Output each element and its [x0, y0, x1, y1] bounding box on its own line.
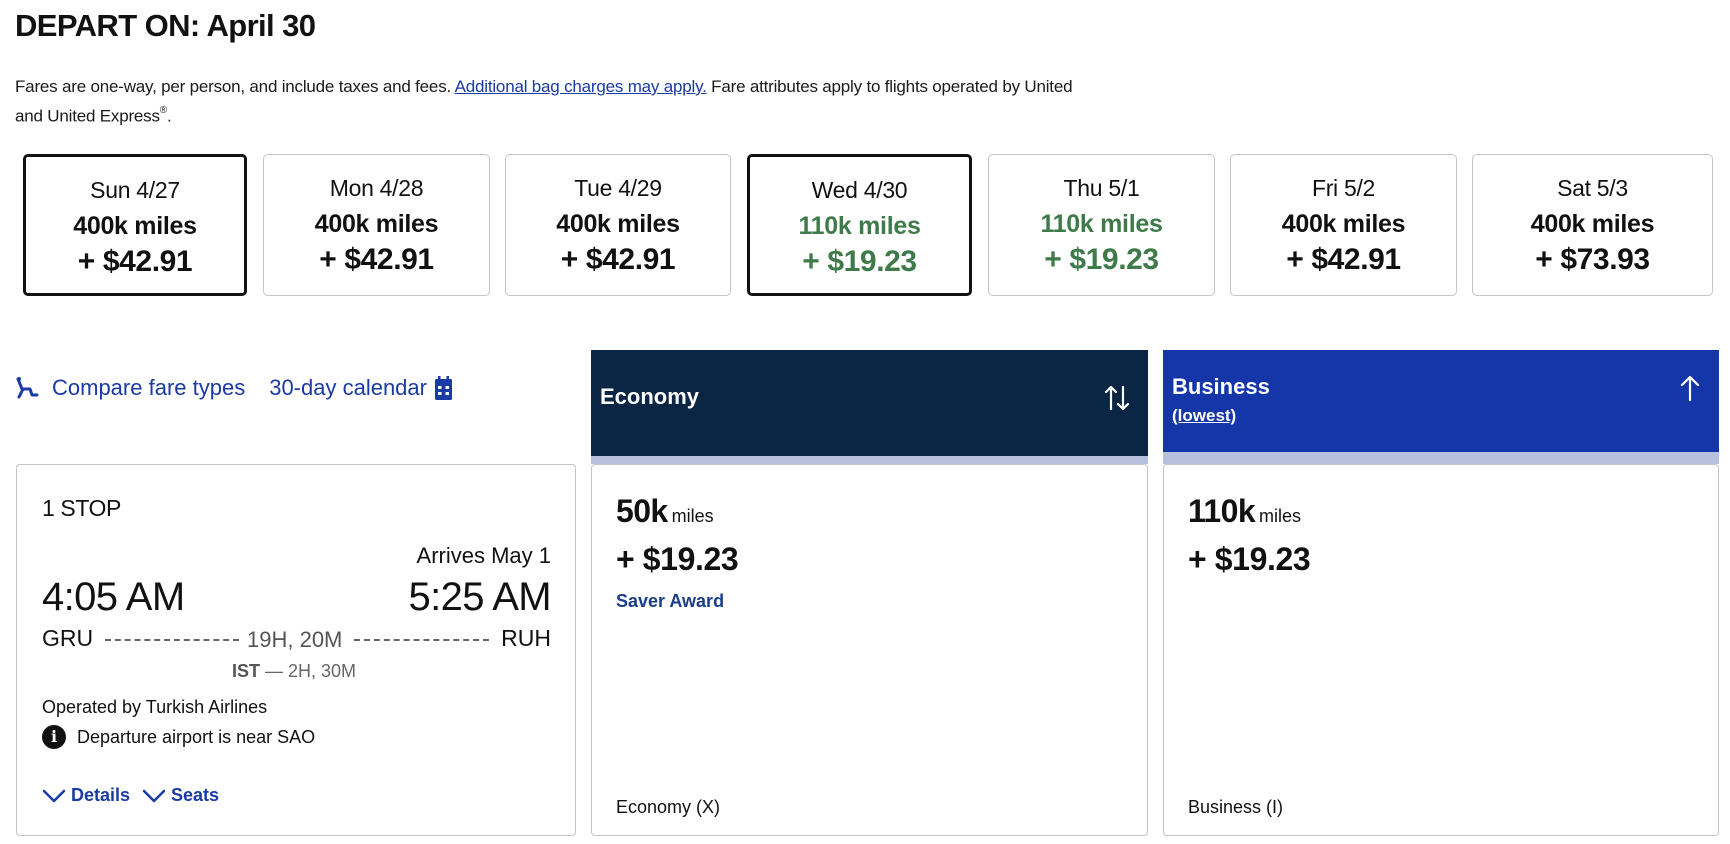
date-label: Fri 5/2 — [1311, 175, 1376, 201]
flight-duration: 19H, 20M — [247, 627, 343, 652]
miles-unit: miles — [1259, 506, 1302, 526]
date-card-sun-4-27[interactable]: Sun 4/27 400k miles + $42.91 — [23, 154, 247, 296]
layover-info: IST — 2H, 30M — [232, 661, 356, 682]
operator-info: Operated by Turkish Airlines — [42, 697, 268, 717]
date-label: Thu 5/1 — [1063, 175, 1140, 201]
destination-airport: RUH — [501, 625, 551, 651]
sort-icon — [1104, 384, 1130, 417]
date-card-thu-5-1[interactable]: Thu 5/1 110k miles + $19.23 — [988, 154, 1215, 296]
date-card-tue-4-29[interactable]: Tue 4/29 400k miles + $42.91 — [505, 154, 731, 296]
disclaimer-text-2: Fare attributes apply to flights operate… — [15, 77, 1073, 126]
info-icon: i — [42, 725, 66, 749]
arrow-up-icon — [1679, 374, 1701, 407]
business-miles-value: 110k — [1188, 493, 1256, 529]
date-miles: 400k miles — [1530, 210, 1655, 238]
fare-disclaimer: Fares are one-way, per person, and inclu… — [15, 74, 1095, 130]
details-label: Details — [71, 785, 131, 805]
calendar-label: 30-day calendar — [269, 375, 427, 400]
date-price: + $42.91 — [1286, 243, 1401, 276]
date-card-fri-5-2[interactable]: Fri 5/2 400k miles + $42.91 — [1230, 154, 1457, 296]
compare-label: Compare fare types — [52, 375, 246, 400]
date-card-sat-5-3[interactable]: Sat 5/3 400k miles + $73.93 — [1472, 154, 1713, 296]
miles-unit: miles — [671, 506, 714, 526]
fare-tools: Compare fare types 30-day calendar — [15, 370, 452, 406]
date-price: + $19.23 — [1044, 243, 1159, 276]
date-miles: 400k miles — [73, 212, 197, 240]
seats-toggle[interactable]: Seats — [142, 785, 219, 806]
date-label: Wed 4/30 — [811, 177, 908, 203]
business-fare-card[interactable]: 110k miles + $19.23 Business (I) — [1163, 464, 1719, 836]
airport-notice-text: Departure airport is near SAO — [77, 726, 316, 747]
economy-fare-card[interactable]: 50k miles + $19.23 Saver Award Economy (X… — [591, 464, 1148, 836]
date-label: Sat 5/3 — [1557, 175, 1628, 201]
date-miles: 110k miles — [798, 212, 921, 240]
chevron-down-icon — [42, 789, 66, 802]
business-price: + $19.23 — [1188, 541, 1311, 577]
route-line-left — [105, 639, 239, 641]
economy-miles: 50k miles — [616, 493, 714, 530]
date-miles: 400k miles — [1281, 210, 1406, 238]
date-card-wed-4-30[interactable]: Wed 4/30 110k miles + $19.23 — [747, 154, 972, 296]
economy-header-strip — [591, 456, 1148, 464]
date-price: + $42.91 — [319, 243, 434, 276]
date-selector: Sun 4/27 400k miles + $42.91 Mon 4/28 40… — [23, 154, 1713, 296]
registered-mark: ® — [159, 105, 167, 116]
date-price: + $42.91 — [77, 245, 193, 278]
arrival-date: Arrives May 1 — [416, 543, 551, 568]
business-miles: 110k miles — [1188, 493, 1301, 530]
economy-miles-value: 50k — [616, 493, 668, 529]
details-toggle[interactable]: Details — [42, 785, 130, 806]
flight-actions: Details Seats — [42, 785, 219, 806]
seats-label: Seats — [171, 785, 220, 805]
seat-icon — [15, 376, 41, 400]
airport-notice: i Departure airport is near SAO — [42, 725, 315, 749]
economy-column-header[interactable]: Economy — [591, 350, 1148, 464]
date-label: Mon 4/28 — [329, 175, 424, 201]
compare-fare-types-link[interactable]: Compare fare types — [15, 375, 245, 401]
page-title: DEPART ON: April 30 — [15, 8, 316, 43]
date-price: + $19.23 — [802, 245, 917, 278]
date-label: Sun 4/27 — [90, 177, 180, 203]
route-line-right — [354, 639, 489, 641]
business-fare-class: Business (I) — [1188, 797, 1284, 817]
date-miles: 400k miles — [556, 210, 680, 238]
bag-charges-link[interactable]: Additional bag charges may apply. — [454, 77, 707, 96]
business-header-label: Business — [1172, 374, 1270, 399]
departure-time: 4:05 AM — [42, 575, 185, 619]
date-miles: 110k miles — [1040, 210, 1163, 238]
date-card-mon-4-28[interactable]: Mon 4/28 400k miles + $42.91 — [263, 154, 490, 296]
calendar-30-day-link[interactable]: 30-day calendar — [269, 375, 452, 401]
arrival-time: 5:25 AM — [408, 575, 551, 619]
date-miles: 400k miles — [314, 210, 439, 238]
stop-count: 1 STOP — [42, 495, 121, 521]
layover-airport: IST — [232, 661, 261, 681]
date-label: Tue 4/29 — [574, 175, 662, 201]
business-lowest-label[interactable]: (lowest) — [1172, 406, 1237, 425]
disclaimer-text: Fares are one-way, per person, and inclu… — [15, 77, 455, 96]
date-price: + $73.93 — [1535, 243, 1650, 276]
business-header-strip — [1163, 452, 1719, 464]
economy-header-label: Economy — [600, 384, 700, 409]
origin-airport: GRU — [42, 625, 94, 651]
business-column-header[interactable]: Business (lowest) — [1163, 350, 1719, 464]
disclaimer-end: . — [166, 106, 172, 126]
economy-fare-class: Economy (X) — [616, 797, 721, 817]
calendar-icon — [434, 376, 452, 400]
date-price: + $42.91 — [560, 243, 676, 276]
saver-award-label: Saver Award — [616, 591, 725, 611]
flight-card: 1 STOP Arrives May 1 4:05 AM 5:25 AM GRU… — [16, 464, 576, 836]
economy-price: + $19.23 — [616, 541, 739, 577]
chevron-down-icon — [142, 789, 166, 802]
layover-duration: — 2H, 30M — [260, 661, 357, 681]
